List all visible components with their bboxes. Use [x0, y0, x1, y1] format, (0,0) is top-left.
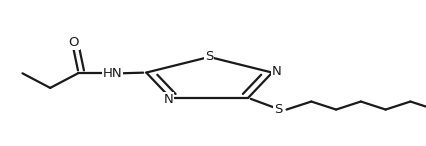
Text: S: S	[204, 50, 213, 63]
Text: HN: HN	[102, 67, 122, 80]
Text: O: O	[68, 36, 79, 49]
Text: N: N	[163, 93, 173, 106]
Text: S: S	[273, 103, 282, 116]
Text: N: N	[271, 65, 281, 78]
